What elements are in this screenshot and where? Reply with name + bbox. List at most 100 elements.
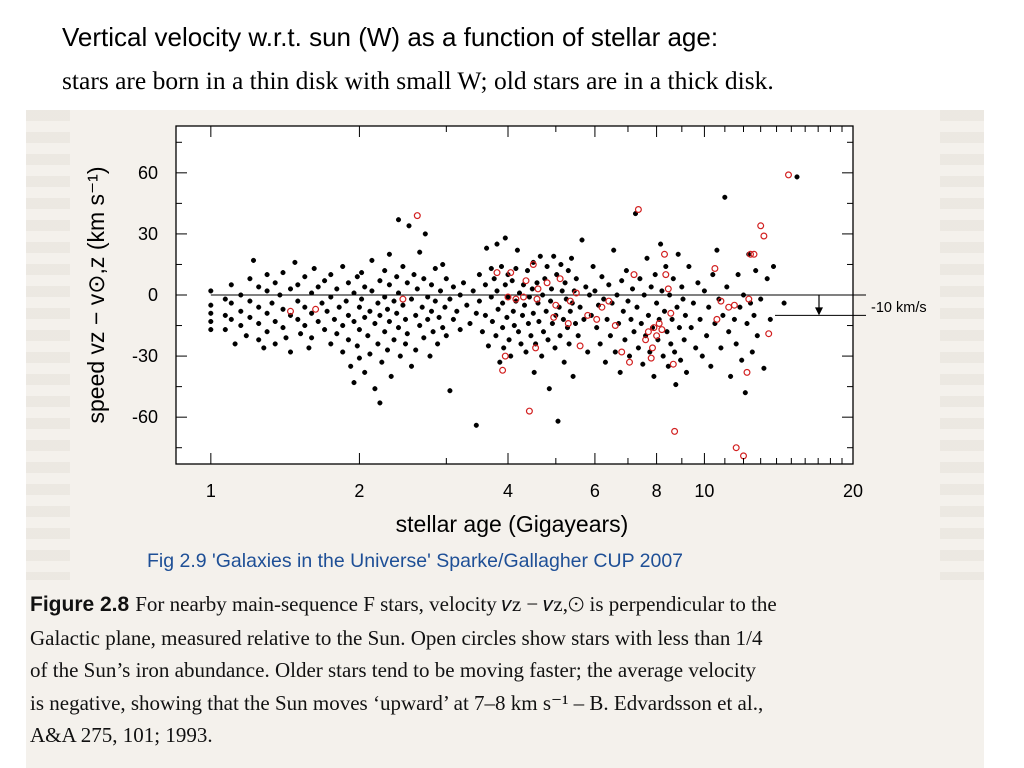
y-tick-label: 0 [148,285,158,305]
filled-point [272,341,278,347]
filled-point [661,308,668,314]
filled-point [491,276,497,282]
filled-point [648,284,654,290]
x-axis-label: stellar age (Gigayears) [396,511,629,537]
filled-point [484,245,490,251]
filled-point [586,292,593,298]
filled-point [467,320,473,327]
slide-subtitle: stars are born in a thin disk with small… [62,66,774,95]
filled-point [526,294,532,300]
filled-point [611,247,617,253]
filled-point [641,292,647,298]
filled-point [272,318,278,325]
filled-point [343,298,349,304]
filled-point [315,284,321,290]
filled-point [334,331,340,337]
filled-point [622,337,628,343]
filled-point [764,276,770,282]
filled-point [295,282,301,288]
filled-point [280,306,286,312]
filled-point [322,327,328,333]
filled-point [668,341,674,347]
filled-point [208,310,214,316]
filled-point [422,231,428,237]
open-circle-point [501,352,509,360]
filled-point [504,314,510,320]
filled-point [425,316,431,322]
filled-point [391,298,397,304]
filled-point [672,349,678,355]
filled-point [599,274,605,280]
filled-point [540,329,547,335]
filled-point [302,322,308,329]
filled-point [351,290,357,296]
filled-point [298,331,304,337]
filled-point [280,270,286,276]
filled-point [695,280,701,286]
filled-point [208,327,214,333]
filled-point [794,174,800,180]
filled-point [428,282,435,288]
filled-point [395,217,402,223]
open-circle-point [611,322,619,330]
filled-point [658,241,664,247]
filled-point [659,288,665,294]
filled-point [295,316,301,322]
filled-point [482,312,488,318]
filled-point [277,292,283,298]
filled-point [673,382,679,388]
filled-point [372,320,378,327]
filled-point [724,284,730,290]
open-circle-point [653,332,661,340]
filled-point [437,288,444,294]
filled-point [280,325,286,331]
filled-point [761,365,767,371]
open-circle-point [669,360,677,368]
open-circle-point [519,293,527,301]
filled-point [375,341,381,347]
filled-point [524,268,531,274]
filled-point [502,282,508,288]
filled-point [638,320,644,327]
filled-point [714,247,720,253]
filled-point [530,310,536,316]
open-circle-point [312,305,320,313]
filled-point [629,286,636,292]
filled-point [315,318,321,325]
filled-point [476,272,482,278]
filled-point [356,304,362,310]
open-circle-point [647,354,655,362]
filled-point [710,272,716,278]
filled-point [523,349,529,355]
filled-point [382,268,388,274]
filled-point [495,306,501,312]
filled-point [417,249,423,255]
filled-point [699,353,705,359]
filled-point [395,325,402,331]
filled-point [489,318,495,325]
filled-point [767,316,773,322]
slide-title: Vertical velocity w.r.t. sun (W) as a fu… [62,22,719,52]
filled-point [567,308,573,314]
open-circle-point [630,271,638,279]
filled-point [640,361,646,367]
open-circle-point [642,336,650,344]
filled-point [402,316,409,322]
open-circle-point [493,269,501,277]
filled-point [704,333,710,339]
filled-point [324,308,330,314]
filled-point [328,272,334,278]
open-circle-point [717,297,725,305]
open-circle-point [625,358,633,366]
offset-arrow [775,294,866,316]
filled-point [597,341,603,347]
filled-point [377,278,383,284]
open-circle-point [655,320,663,328]
filled-point [758,296,764,302]
filled-point [505,294,511,300]
filled-point [521,302,528,308]
filled-point [391,337,397,343]
filled-point [683,369,690,375]
filled-point [631,329,637,335]
filled-point [372,386,378,392]
